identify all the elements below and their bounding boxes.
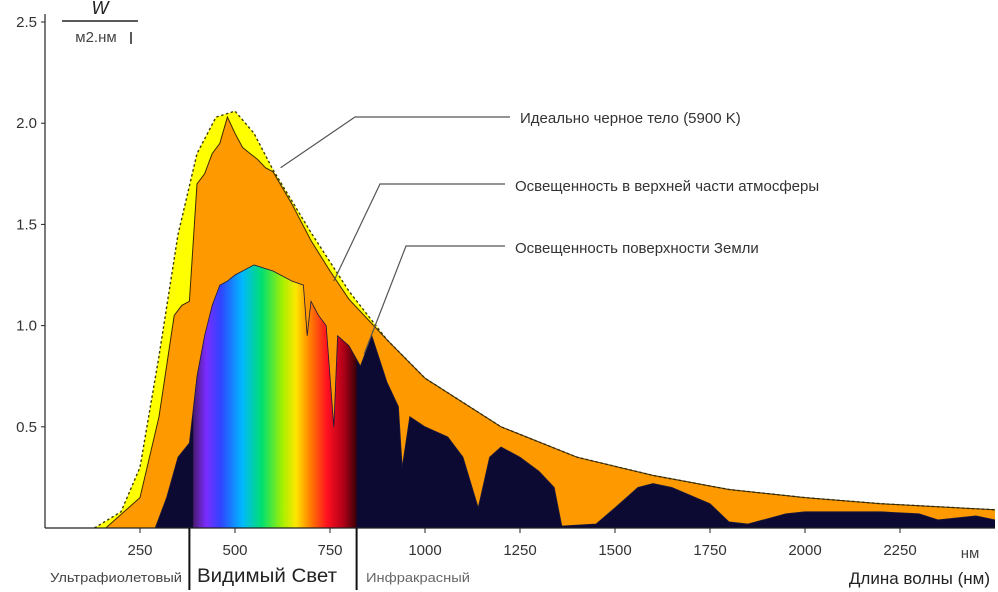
x-tick-label: 250: [127, 542, 152, 559]
callout-line-blackbody: [280, 116, 510, 169]
x-tick-label: 1250: [503, 542, 536, 559]
callout-label-surface: Освещенность поверхности Земли: [515, 240, 759, 257]
surface-curve: [154, 264, 996, 529]
callout-label-top-atmosphere: Освещенность в верхней части атмосферы: [515, 178, 819, 195]
callout-line-top-atmosphere: [333, 183, 505, 282]
x-axis-title: Длина волны (нм): [849, 569, 990, 588]
region-label-visible: Видимый Свет: [197, 566, 337, 587]
y-tick-label: 1.5: [16, 216, 37, 233]
y-unit-numerator: W: [92, 0, 111, 18]
y-tick-label: 0.5: [16, 419, 37, 436]
x-tick-label: 1500: [598, 542, 631, 559]
x-tick-label: 1000: [408, 542, 441, 559]
top-atmosphere-curve: [105, 115, 996, 529]
x-tick-label: 500: [222, 542, 247, 559]
region-label-ir: Инфракрасный: [366, 570, 470, 585]
x-tick-label: 750: [317, 542, 342, 559]
x-unit-label: нм: [961, 545, 980, 562]
y-tick-label: 2.0: [16, 115, 37, 132]
y-tick-label: 2.5: [16, 14, 37, 31]
x-tick-label: 2000: [788, 542, 821, 559]
x-tick-label: 2250: [883, 542, 916, 559]
region-label-uv: Ультрафиолетовый: [50, 570, 182, 585]
y-unit-denominator: м2.нм: [75, 29, 116, 46]
callout-line-surface: [363, 245, 505, 355]
surface-area: [155, 264, 995, 528]
callout-label-blackbody: Идеально черное тело (5900 K): [520, 110, 741, 127]
y-tick-label: 1.0: [16, 318, 37, 335]
x-tick-label: 1750: [693, 542, 726, 559]
